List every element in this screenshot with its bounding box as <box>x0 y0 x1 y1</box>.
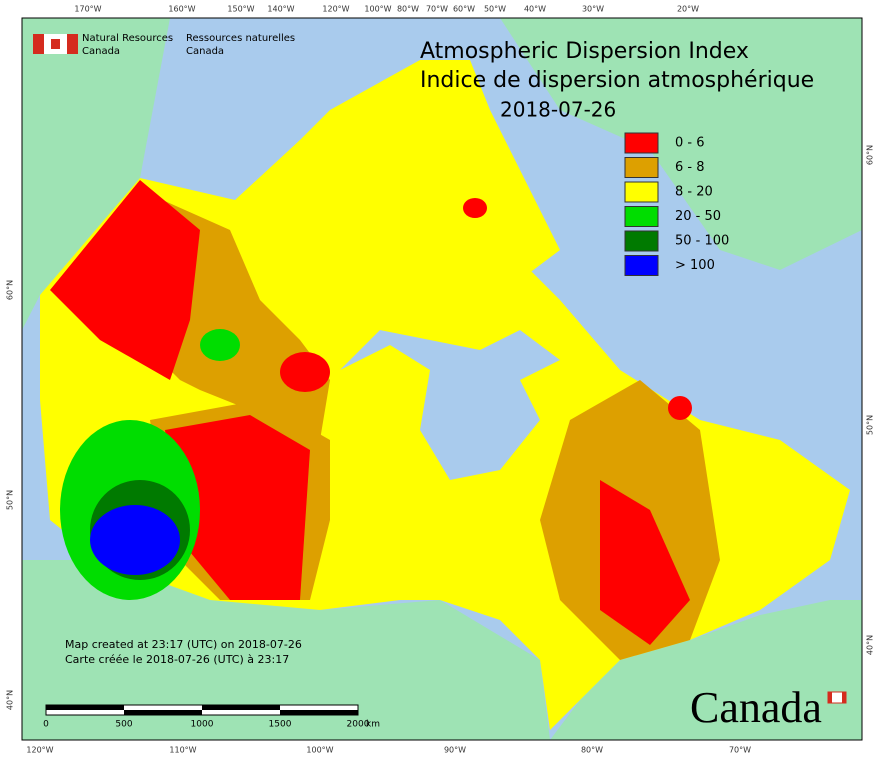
right-lat: 50°N <box>866 415 875 435</box>
top-lon: 50°W <box>484 5 506 14</box>
top-lon: 30°W <box>582 5 604 14</box>
top-lon: 170°W <box>74 5 101 14</box>
bottom-lon: 90°W <box>444 746 466 755</box>
bottom-lon: 120°W <box>26 746 53 755</box>
scale-seg <box>280 710 358 715</box>
legend: 0 - 6 6 - 8 8 - 20 20 - 50 50 - 100 > 100 <box>624 132 729 276</box>
right-lat: 40°N <box>866 635 875 655</box>
right-lat: 60°N <box>866 145 875 165</box>
left-lat: 50°N <box>6 490 15 510</box>
wordmark-flag-left <box>828 692 832 703</box>
left-lat: 60°N <box>6 280 15 300</box>
legend-label: 50 - 100 <box>675 234 729 249</box>
red-prairie <box>165 415 310 600</box>
top-lon: 40°W <box>524 5 546 14</box>
top-lon: 140°W <box>267 5 294 14</box>
scale-seg <box>46 705 124 710</box>
scale-label: 500 <box>115 720 132 730</box>
scale-label: 1000 <box>191 720 214 730</box>
legend-swatch <box>624 230 659 252</box>
bottom-lon: 110°W <box>169 746 196 755</box>
top-lon: 160°W <box>168 5 195 14</box>
flag-leaf <box>51 39 60 49</box>
left-lat: 40°N <box>6 690 15 710</box>
scale-label: 1500 <box>269 720 292 730</box>
arctic-islands <box>270 60 560 280</box>
header-fr: Canada <box>186 46 224 57</box>
legend-swatch <box>624 255 659 276</box>
scale-label: 0 <box>43 720 49 730</box>
legend-swatch <box>624 132 659 154</box>
header-en: Natural Resources <box>82 33 173 44</box>
red-labrador <box>668 396 692 420</box>
top-lon: 80°W <box>397 5 419 14</box>
top-lon: 150°W <box>227 5 254 14</box>
wordmark-flag-right <box>842 692 846 703</box>
frame <box>21 17 863 741</box>
flag-left <box>33 34 44 54</box>
bottom-lon: 70°W <box>729 746 751 755</box>
legend-swatch <box>624 157 659 178</box>
top-lon: 120°W <box>322 5 349 14</box>
note: Carte créée le 2018-07-26 (UTC) à 23:17 <box>65 653 289 666</box>
top-lon: 70°W <box>426 5 448 14</box>
scale-unit: km <box>366 720 380 730</box>
flag-right <box>67 34 78 54</box>
header-en: Canada <box>82 46 120 57</box>
title: Indice de dispersion atmosphérique <box>420 68 814 93</box>
usa <box>22 560 550 740</box>
legend-label: 6 - 8 <box>675 160 705 175</box>
wordmark: Canada <box>690 683 822 732</box>
top-lon: 100°W <box>364 5 391 14</box>
note: Map created at 23:17 (UTC) on 2018-07-26 <box>65 638 302 651</box>
blue-bc <box>90 505 180 575</box>
top-lon: 60°W <box>453 5 475 14</box>
red-yukon <box>50 180 200 380</box>
hudson-bay <box>340 330 560 480</box>
legend-swatch <box>624 206 659 227</box>
red-arctic <box>463 198 487 218</box>
alaska <box>22 18 170 330</box>
legend-label: 8 - 20 <box>675 185 713 200</box>
date: 2018-07-26 <box>500 98 616 122</box>
bottom-lon: 100°W <box>306 746 333 755</box>
legend-swatch <box>624 181 659 203</box>
top-lon: 20°W <box>677 5 699 14</box>
legend-label: > 100 <box>675 258 715 273</box>
scale-seg <box>124 710 202 715</box>
green-nwt <box>200 329 240 361</box>
red-nwt <box>280 352 330 392</box>
header-fr: Ressources naturelles <box>186 33 295 44</box>
scale-seg <box>202 705 280 710</box>
greenland <box>500 18 862 270</box>
usa-east <box>550 600 862 740</box>
legend-label: 20 - 50 <box>675 209 721 224</box>
legend-label: 0 - 6 <box>675 136 705 151</box>
bottom-lon: 80°W <box>581 746 603 755</box>
red-quebec <box>600 480 690 645</box>
title: Atmospheric Dispersion Index <box>420 39 749 64</box>
scale-label: 2000 <box>347 720 370 730</box>
